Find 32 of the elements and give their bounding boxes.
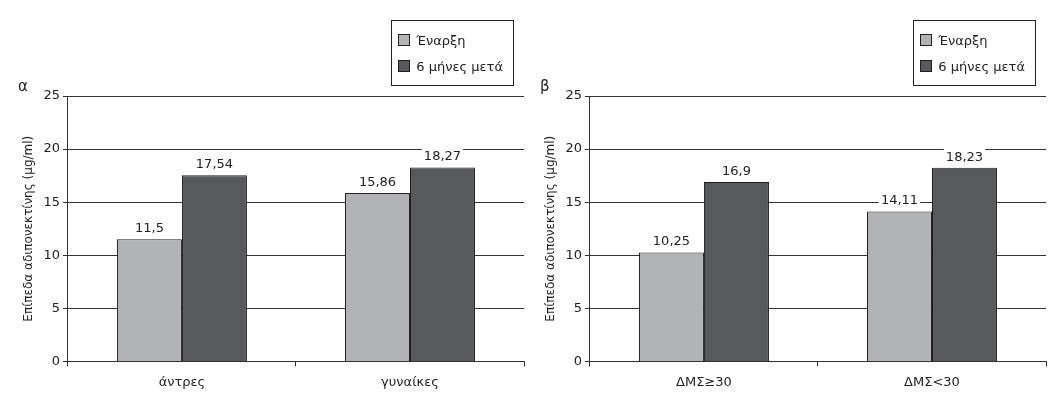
y-tick-label: 0 [573,352,582,368]
y-tick-label: 15 [43,193,60,209]
legend-label: 6 μήνες μετά [938,58,1025,74]
x-tick-label: άντρες [158,373,206,389]
legend-label: 6 μήνες μετά [416,58,503,74]
y-tick-label: 25 [43,87,60,103]
y-tick-label: 25 [565,87,582,103]
data-label: 17,54 [195,156,234,172]
legend-label: Έναρξη [938,32,988,48]
data-label: 15,86 [358,173,397,189]
chart-title: α [18,76,28,95]
y-tick-label: 20 [43,140,60,156]
legend-label: Έναρξη [416,32,466,48]
y-tick-label: 15 [565,193,582,209]
data-label: 16,9 [721,162,751,178]
y-axis-title: Επίπεδα αδιπονεκτίνης (μg/ml) [543,135,558,322]
data-label: 18,23 [945,148,984,164]
chart-title: β [540,76,550,95]
y-tick-label: 5 [573,299,582,315]
y-tick-label: 20 [565,140,582,156]
x-tick-label: ΔΜΣ≥30 [676,373,732,389]
data-label: 11,5 [134,220,164,236]
y-tick-label: 5 [51,299,60,315]
y-tick-label: 10 [43,246,60,262]
y-tick-label: 10 [565,246,582,262]
y-axis-title: Επίπεδα αδιπονεκτίνης (μg/ml) [21,135,36,322]
data-label: 10,25 [652,233,691,249]
x-tick-label: γυναίκες [381,373,439,389]
data-label: 14,11 [880,192,919,208]
data-label: 18,27 [423,148,462,164]
x-tick-label: ΔΜΣ<30 [904,373,960,389]
y-tick-label: 0 [51,352,60,368]
